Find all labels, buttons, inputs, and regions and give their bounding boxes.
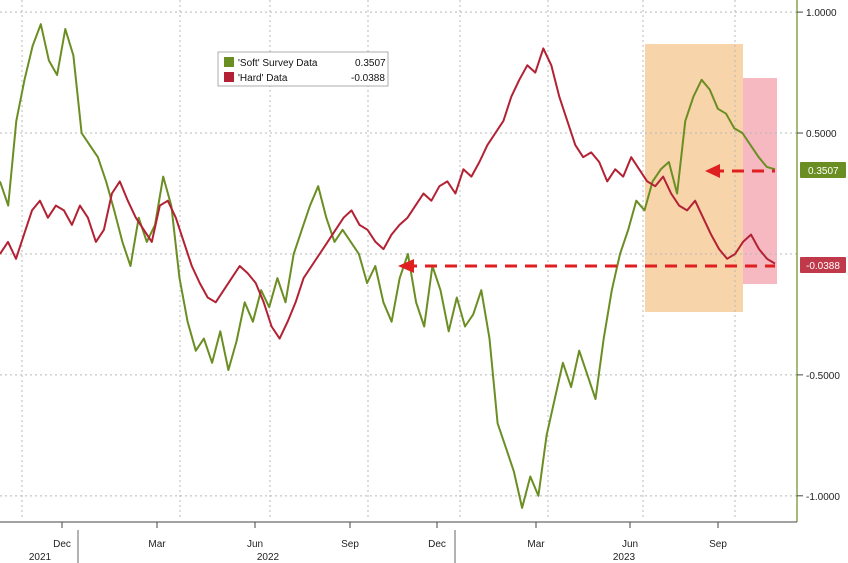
x-month-label: Dec [53, 539, 71, 550]
x-year-label: 2023 [613, 552, 636, 563]
x-month-label: Sep [341, 539, 359, 550]
legend-value-soft: 0.3507 [355, 58, 386, 69]
hard-data-line [0, 47, 776, 340]
hard-end-label: -0.0388 [800, 257, 846, 273]
x-axis-band [0, 522, 848, 563]
y-axis-ticks: 1.0000 0.5000 -0.5000 -1.0000 [797, 8, 840, 503]
soft-level-arrow-head [705, 164, 720, 178]
y-tick-label: 0.5000 [806, 129, 837, 140]
soft-end-label-text: 0.3507 [808, 166, 839, 177]
x-year-label: 2022 [257, 552, 280, 563]
y-tick-label: -0.5000 [806, 371, 840, 382]
legend: 'Soft' Survey Data 0.3507 'Hard' Data -0… [217, 51, 389, 87]
x-axis-labels: Dec Mar Jun Sep Dec Mar Jun Sep 2021 2022 2023 [29, 522, 727, 563]
x-month-label: Jun [622, 539, 638, 550]
x-month-label: Sep [709, 539, 727, 550]
x-month-label: Mar [148, 539, 166, 550]
x-month-label: Mar [527, 539, 545, 550]
legend-label-soft: 'Soft' Survey Data [238, 58, 318, 69]
legend-value-hard: -0.0388 [351, 73, 385, 84]
legend-label-hard: 'Hard' Data [238, 73, 288, 84]
grid [0, 0, 797, 520]
y-tick-label: 1.0000 [806, 8, 837, 19]
pink-highlight-region [743, 78, 777, 284]
hard-end-label-text: -0.0388 [806, 261, 840, 272]
orange-highlight-region [645, 44, 743, 312]
x-month-label: Jun [247, 539, 263, 550]
legend-swatch-soft [224, 57, 234, 67]
x-month-label: Dec [428, 539, 446, 550]
hard-level-arrow-head [398, 259, 414, 273]
y-tick-label: -1.0000 [806, 492, 840, 503]
legend-swatch-hard [224, 72, 234, 82]
x-year-label: 2021 [29, 552, 52, 563]
soft-end-label: 0.3507 [800, 162, 846, 178]
soft-survey-data-line [0, 23, 776, 509]
